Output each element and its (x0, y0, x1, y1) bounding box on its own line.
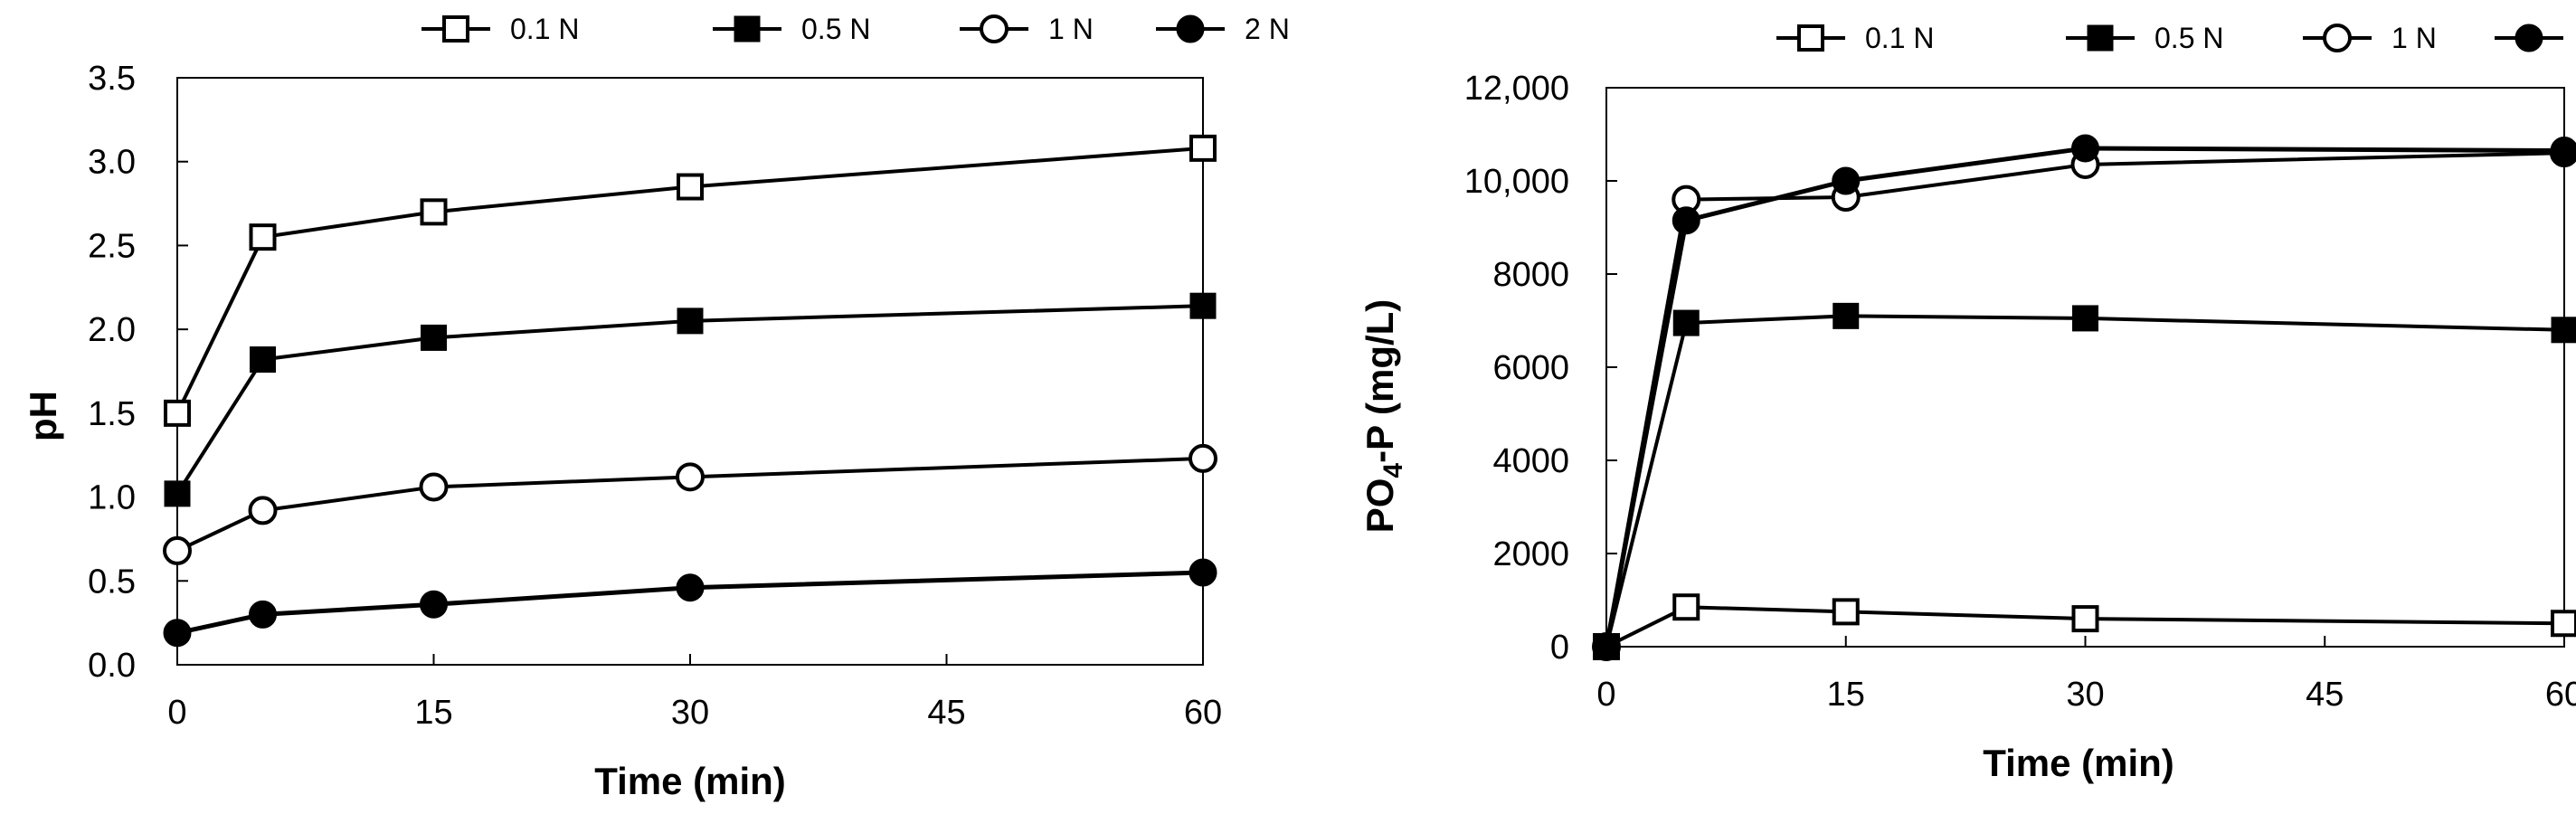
ph-series-1-point (164, 480, 191, 507)
po4-series-3-point (1672, 206, 1700, 235)
ph-x-tick-label: 15 (414, 694, 452, 732)
ph-series-3-point (420, 590, 448, 619)
po4-y-axis-title-rest: -P (mg/L) (1359, 299, 1401, 463)
ph-x-tick-label: 45 (927, 694, 965, 732)
po4-legend-label-2: 1 N (2391, 22, 2437, 54)
po4-x-tick-label: 0 (1596, 676, 1615, 714)
po4-legend-label-1: 0.5 N (2155, 22, 2223, 54)
po4-y-tick-label: 10,000 (1464, 163, 1569, 201)
ph-legend-marker-1 (734, 15, 761, 43)
po4-series-0-point (2071, 605, 2099, 633)
po4-x-tick-label: 30 (2066, 676, 2104, 714)
po4-series-1-point (1833, 302, 1860, 329)
po4-y-tick-label: 8000 (1492, 256, 1569, 294)
po4-series-3-point (1592, 632, 1621, 661)
ph-series-3-point (676, 573, 705, 602)
po4-legend-marker-1 (2087, 24, 2114, 52)
po4-series-3-point (2071, 134, 2099, 163)
ph-series-1-point (677, 308, 704, 335)
ph-series-3-point (1189, 558, 1217, 587)
ph-y-axis-title: pH (22, 391, 64, 441)
po4-series-1-point (1672, 309, 1700, 336)
ph-series-1-point (1189, 292, 1217, 319)
po4-y-tick-label: 2000 (1492, 535, 1569, 573)
ph-series-0-point (677, 173, 704, 201)
ph-series-0-point (164, 399, 191, 427)
ph-series-0-point (249, 223, 277, 251)
ph-y-tick-label: 2.0 (88, 311, 136, 349)
po4-x-tick-label: 15 (1827, 676, 1865, 714)
ph-legend-marker-2 (980, 14, 1009, 43)
po4-x-tick-label: 60 (2545, 676, 2576, 714)
po4-series-line-2 (1605, 151, 2565, 648)
ph-series-0-point (420, 198, 448, 226)
po4-y-axis-title-subscript: 4 (1378, 463, 1408, 478)
ph-x-tick-label: 30 (671, 694, 709, 732)
po4-series-3-point (2550, 137, 2576, 166)
ph-legend-label-2: 1 N (1048, 13, 1094, 45)
ph-series-2-point (163, 535, 192, 565)
po4-y-tick-label: 4000 (1492, 442, 1569, 480)
po4-y-tick-label: 0 (1550, 629, 1569, 667)
ph-legend-label-0: 0.1 N (510, 13, 579, 45)
po4-series-line-1 (1605, 314, 2565, 648)
ph-series-2-point (419, 472, 449, 502)
ph-chart: Time (min) pH 0 15 30 45 60 0.0 0.5 1.0 1.5 2.0 2.… (22, 13, 1290, 802)
ph-y-tick-label: 2.5 (88, 227, 136, 265)
ph-x-axis-title: Time (min) (594, 760, 786, 802)
po4-y-axis-title-main: PO (1359, 478, 1401, 534)
ph-series-3-point (163, 619, 192, 648)
ph-legend-label-1: 0.5 N (801, 13, 870, 45)
po4-series-0-point (1672, 593, 1700, 621)
ph-legend-marker-3 (1176, 14, 1205, 43)
ph-series-0-point (1189, 134, 1217, 162)
po4-series-1-point (2072, 305, 2098, 332)
po4-y-tick-label: 6000 (1492, 349, 1569, 387)
po4-legend-marker-0 (1797, 24, 1824, 52)
po4-series-3-point (1832, 166, 1861, 195)
ph-y-tick-label: 0.5 (88, 563, 136, 601)
ph-x-tick-label: 60 (1184, 694, 1222, 732)
po4-x-tick-label: 45 (2306, 676, 2344, 714)
po4-x-axis-title: Time (min) (1983, 742, 2174, 784)
po4-series-1-point (2551, 317, 2576, 344)
ph-series-2-point (676, 462, 705, 492)
ph-y-tick-label: 1.5 (88, 395, 136, 433)
ph-legend-label-3: 2 N (1245, 13, 1290, 45)
ph-legend-marker-0 (442, 15, 469, 43)
po4-legend-label-0: 0.1 N (1865, 22, 1934, 54)
ph-y-tick-label: 3.5 (88, 60, 136, 98)
ph-x-tick-label: 0 (167, 694, 186, 732)
ph-series-1-point (421, 324, 447, 351)
po4-legend-marker-3 (2514, 24, 2543, 52)
po4-series-line-3 (1604, 146, 2565, 648)
po4-y-axis-title: PO4-P (mg/L) (1359, 299, 1408, 534)
po4-chart: Time (min) PO4-P (mg/L) 0 15 30 45 600200040… (1359, 22, 2576, 784)
ph-y-tick-label: 3.0 (88, 144, 136, 182)
po4-series-0-point (2551, 610, 2576, 638)
ph-series-1-point (250, 346, 276, 374)
ph-series-2-point (1189, 443, 1217, 473)
po4-series-0-point (1832, 598, 1860, 626)
ph-series-3-point (249, 600, 277, 629)
po4-y-tick-label: 12,000 (1464, 70, 1569, 108)
ph-y-tick-label: 0.0 (88, 647, 136, 685)
po4-legend-marker-2 (2323, 24, 2352, 52)
ph-series-2-point (248, 496, 278, 525)
ph-y-tick-label: 1.0 (88, 479, 136, 517)
